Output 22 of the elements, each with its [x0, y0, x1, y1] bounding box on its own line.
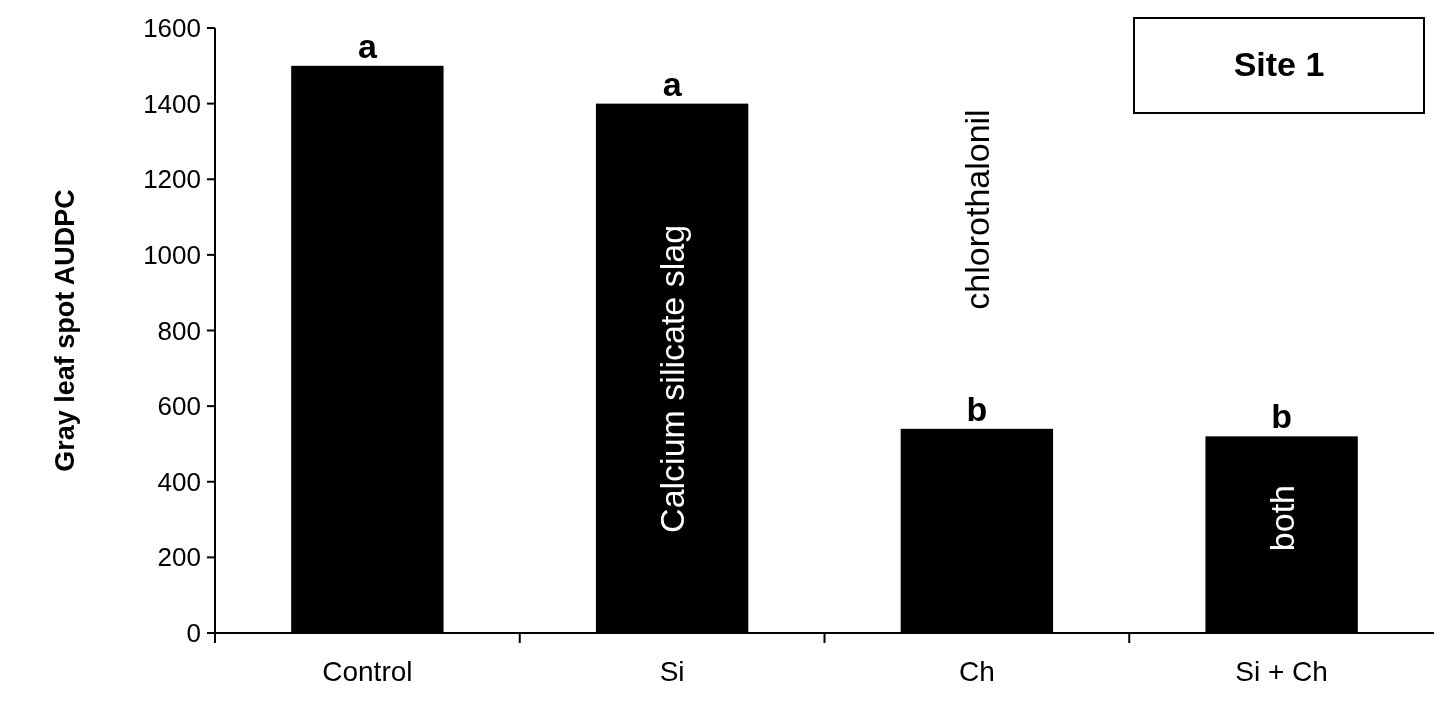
y-tick-label: 800 [157, 315, 201, 346]
y-tick-label: 1000 [143, 239, 201, 270]
x-tick-label: Ch [958, 656, 995, 687]
x-tick-label: Si [659, 656, 685, 687]
annotation: both [1262, 484, 1301, 552]
y-tick-label: 0 [186, 618, 201, 648]
annotation: b [1271, 397, 1293, 436]
annotation: b [966, 389, 988, 428]
annotation: Site 1 [1233, 45, 1325, 83]
annotation: chlorothalonil [957, 109, 996, 310]
y-tick-label: 1600 [143, 13, 201, 43]
y-tick-label: 600 [157, 391, 201, 422]
x-tick-label: Si + Ch [1235, 656, 1328, 687]
annotation: a [662, 64, 683, 103]
y-tick-label: 400 [157, 466, 201, 497]
y-tick-label: 1200 [143, 164, 201, 195]
y-tick-label: 200 [157, 542, 201, 573]
y-axis-title: Gray leaf spot AUDPC [50, 189, 80, 472]
x-tick-label: Control [322, 656, 413, 687]
annotation: a [357, 26, 378, 65]
annotation: Calcium silicate slag [653, 224, 692, 533]
y-tick-label: 1400 [143, 88, 201, 119]
